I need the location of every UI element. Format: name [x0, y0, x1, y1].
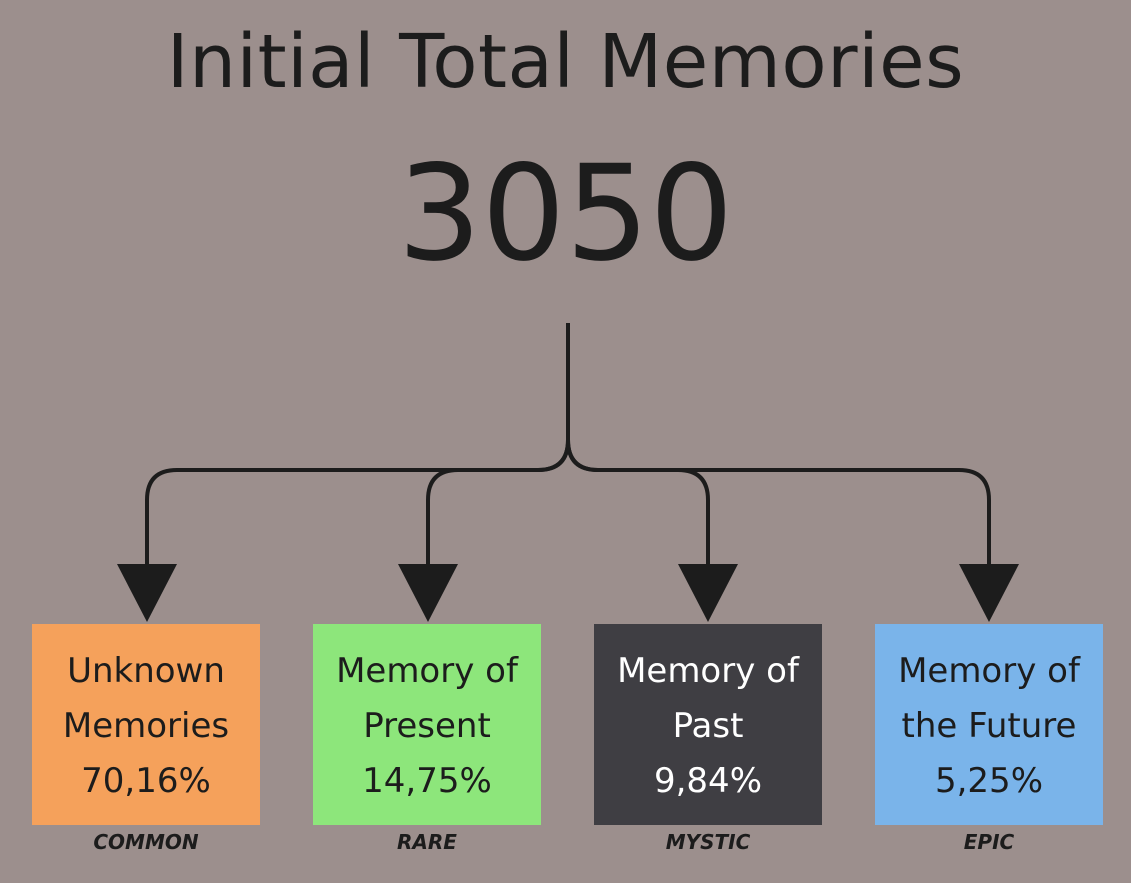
category-box-unknown: Unknown Memories 70,16% — [32, 624, 260, 825]
category-percent: 9,84% — [653, 761, 762, 801]
rarity-label-epic: EPIC — [963, 830, 1015, 854]
category-box-present: Memory of Present 14,75% — [313, 624, 541, 825]
category-percent: 5,25% — [934, 761, 1043, 801]
category-label-line1: Memory of — [898, 651, 1080, 691]
category-percent: 70,16% — [81, 761, 211, 801]
category-percent: 14,75% — [362, 761, 492, 801]
category-label-line2: Past — [672, 706, 744, 746]
connector-branch-right — [566, 439, 991, 570]
arrowhead-2 — [398, 564, 458, 622]
rarity-label-common: COMMON — [93, 830, 199, 854]
arrowhead-4 — [959, 564, 1019, 622]
connector-branch-mid-right — [566, 439, 710, 570]
category-label-line1: Memory of — [617, 651, 799, 691]
category-label-line2: Memories — [62, 706, 230, 746]
total-count: 3050 — [397, 137, 734, 291]
category-label-line2: the Future — [901, 706, 1077, 746]
connector-branch-left — [145, 439, 570, 570]
category-label-line2: Present — [363, 706, 491, 746]
rarity-label-rare: RARE — [397, 830, 457, 854]
rarity-label-mystic: MYSTIC — [665, 830, 751, 854]
diagram-title: Initial Total Memories — [166, 19, 965, 105]
category-label-line1: Memory of — [336, 651, 518, 691]
connector-branch-mid-left — [426, 439, 570, 570]
arrowhead-1 — [117, 564, 177, 622]
category-label-line1: Unknown — [67, 651, 225, 691]
category-box-future: Memory of the Future 5,25% — [875, 624, 1103, 825]
category-box-past: Memory of Past 9,84% — [594, 624, 822, 825]
arrowhead-3 — [678, 564, 738, 622]
